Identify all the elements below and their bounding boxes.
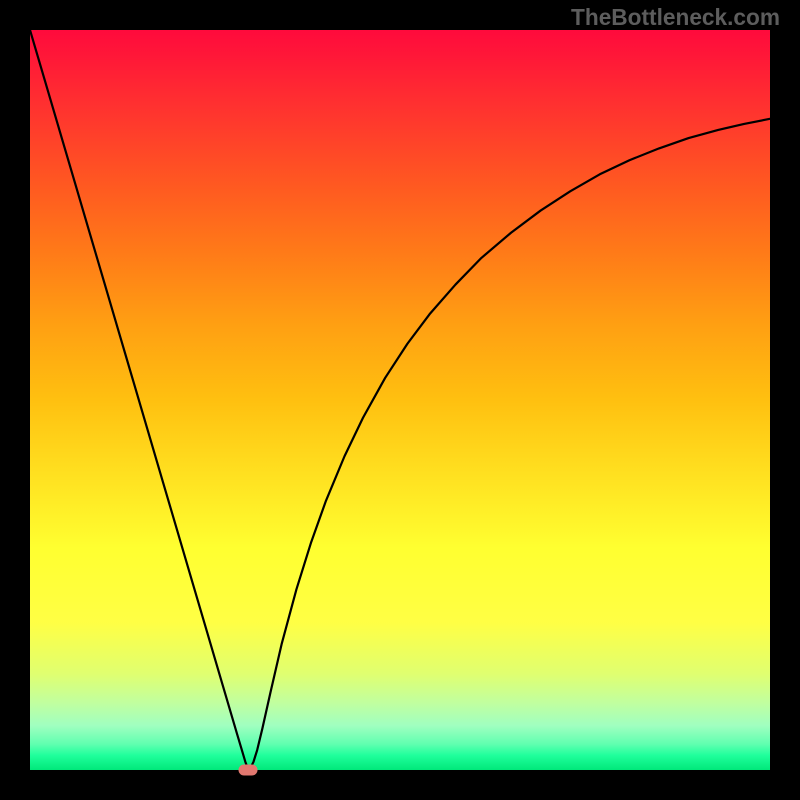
curve-line [30, 30, 770, 770]
watermark-text: TheBottleneck.com [571, 4, 780, 31]
plot-area [30, 30, 770, 770]
chart-root: TheBottleneck.com [0, 0, 800, 800]
curve-path [30, 30, 770, 768]
min-marker [238, 765, 257, 776]
